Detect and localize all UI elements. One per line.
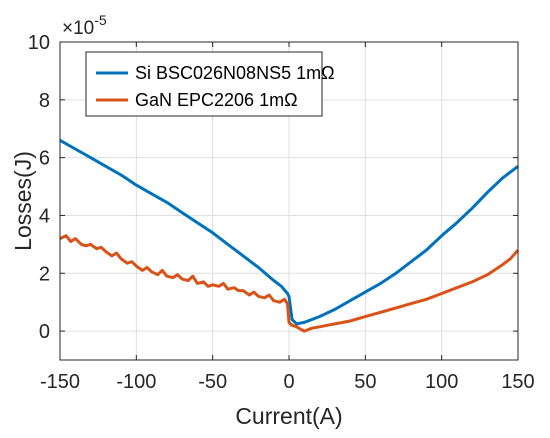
series-layer — [59, 138, 520, 333]
y-tick-label: 4 — [39, 205, 50, 227]
x-tick-label: 100 — [425, 371, 458, 393]
y-tick-label: 6 — [39, 148, 50, 170]
series-line-0 — [59, 138, 519, 326]
x-tick-label: -100 — [116, 371, 156, 393]
y-tick-label: 0 — [39, 321, 50, 343]
y-tick-label: 2 — [39, 263, 50, 285]
axis-ticks: -150 -100 -50 0 50 100 150 0 2 4 6 8 10 — [28, 32, 535, 393]
series-line-1 — [59, 234, 520, 333]
y-axis-label: Losses(J) — [10, 151, 36, 251]
x-tick-label: -50 — [198, 371, 227, 393]
x-tick-label: 0 — [283, 371, 294, 393]
y-tick-label: 8 — [39, 90, 50, 112]
legend-label-gan: GaN EPC2206 1mΩ — [135, 90, 298, 110]
y-multiplier: ×10-5 — [62, 12, 107, 39]
x-tick-label: 50 — [354, 371, 376, 393]
x-tick-label: -150 — [40, 371, 80, 393]
x-axis-label: Current(A) — [235, 403, 342, 429]
y-tick-label: 10 — [28, 32, 50, 54]
legend-box — [85, 51, 323, 117]
legend-label-si: Si BSC026N08NS5 1mΩ — [135, 63, 335, 83]
x-tick-label: 150 — [501, 371, 534, 393]
legend: Si BSC026N08NS5 1mΩ GaN EPC2206 1mΩ — [85, 51, 335, 117]
